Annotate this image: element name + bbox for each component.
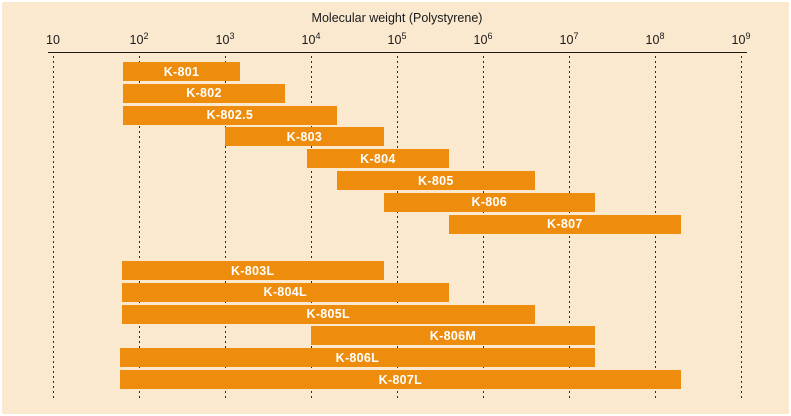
bar-label: K-803 <box>286 129 323 144</box>
bar-k-803: K-803 <box>225 127 384 147</box>
x-axis-tick-10e1: 10 <box>46 33 60 47</box>
gridline-10e3 <box>225 56 226 400</box>
bar-label: K-807L <box>378 372 423 387</box>
bar-k-805: K-805 <box>336 171 535 190</box>
bar-label: K-802.5 <box>206 108 254 123</box>
bar-label: K-807 <box>547 217 583 232</box>
x-axis-tick-10e2: 102 <box>129 30 149 47</box>
bar-label: K-803L <box>230 263 275 278</box>
bar-label: K-802 <box>186 86 222 101</box>
bar-k-805l: K-805L <box>121 304 535 324</box>
bar-label: K-804 <box>360 151 396 166</box>
x-axis-tick-10e6: 106 <box>473 30 493 47</box>
x-axis-tick-10e3: 103 <box>215 30 235 47</box>
bar-k-803l: K-803L <box>121 261 384 280</box>
bar-k-806l: K-806L <box>119 348 595 368</box>
gridline-10e4 <box>311 56 312 400</box>
gridline-10e5 <box>397 56 398 400</box>
x-axis-tick-10e5: 105 <box>387 30 407 47</box>
bar-k-807l: K-807L <box>119 370 681 389</box>
bar-k-804: K-804 <box>307 149 449 169</box>
bar-label: K-805L <box>306 307 350 322</box>
bar-k-801: K-801 <box>122 62 241 81</box>
bar-label: K-805 <box>418 173 454 188</box>
bar-label: K-806L <box>335 350 380 365</box>
gridline-10e1 <box>53 56 54 400</box>
bar-label: K-806 <box>471 195 508 210</box>
gridline-10e9 <box>741 56 742 400</box>
x-axis-tick-10e4: 104 <box>301 30 321 47</box>
x-axis-tick-10e7: 107 <box>559 30 579 47</box>
chart-title: Molecular weight (Polystyrene) <box>311 11 483 25</box>
bar-k-804l: K-804L <box>121 282 449 302</box>
x-axis-tick-10e9: 109 <box>731 30 751 47</box>
x-axis-tick-10e8: 108 <box>645 30 665 47</box>
bar-k-806: K-806 <box>383 192 595 212</box>
bar-k-806m: K-806M <box>311 326 595 346</box>
bar-k-807: K-807 <box>448 214 681 234</box>
bar-label: K-806M <box>429 328 477 343</box>
bar-k-802: K-802 <box>122 83 286 103</box>
bar-label: K-801 <box>163 64 200 79</box>
bar-k-802-5: K-802.5 <box>122 105 337 125</box>
x-axis-line <box>48 52 747 53</box>
bar-label: K-804L <box>263 285 307 300</box>
gridline-10e2 <box>139 56 140 400</box>
